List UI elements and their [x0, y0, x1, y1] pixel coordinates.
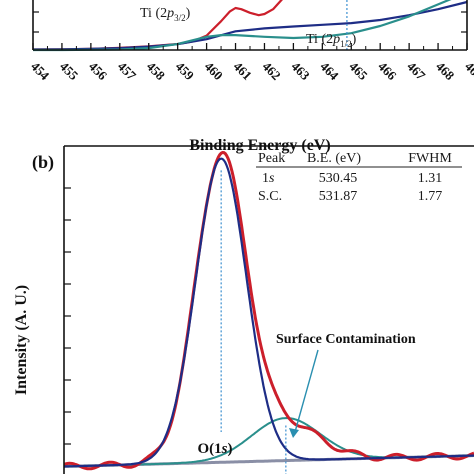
table-row-1-peak: 1s	[262, 171, 275, 186]
table-row-2-be: 531.87	[319, 189, 358, 204]
table-header-peak: Peak	[258, 151, 285, 166]
panel-a-x-tick-label: 456	[86, 59, 111, 84]
panel-a-x-tick-label: 459	[173, 59, 198, 84]
panel-a-x-tick-label: 463	[288, 59, 313, 84]
panel-b-axes	[63, 145, 474, 474]
panel-a-x-tick-label: 455	[57, 59, 82, 84]
panel-b-component-1s	[63, 157, 474, 468]
panel-a-x-tick-label: 461	[231, 59, 255, 83]
panel-b-label: (b)	[32, 152, 54, 173]
peak-table: Peak B.E. (eV) FWHM 1s 530.45 1.31 S.C. …	[256, 151, 462, 204]
panel-a-x-tick-label: 464	[317, 59, 342, 84]
panel-a: 454 455 456 457 458 459 460 461 462 463 464 465 466 4…	[28, 0, 474, 154]
table-row-2-peak: S.C.	[258, 189, 282, 204]
panel-a-series-2	[33, 0, 452, 52]
panel-a-x-tick-label: 469	[462, 59, 474, 84]
panel-a-x-tick-label: 458	[144, 59, 169, 84]
table-header-fwhm: FWHM	[408, 151, 452, 166]
panel-a-x-tick-label: 467	[404, 59, 429, 84]
panel-a-series-1	[32, 0, 468, 51]
panel-a-x-tick-label: 454	[28, 59, 53, 84]
panel-b: (b) Intensity (A. U.) Peak B.E. (eV) FWH…	[13, 145, 474, 474]
panel-b-y-axis-label: Intensity (A. U.)	[13, 285, 30, 395]
panel-a-x-tick-label: 465	[346, 59, 371, 84]
panel-a-x-tick-label: 457	[115, 59, 140, 84]
panel-a-x-tick-label: 460	[202, 59, 226, 83]
annotation-ti-2p12: Ti (2p1/2)	[306, 32, 357, 49]
panel-a-x-tick-label: 466	[375, 59, 400, 84]
annotation-ti-2p32: Ti (2p3/2)	[140, 6, 191, 23]
annotation-arrow-line	[294, 349, 319, 433]
table-header-be: B.E. (eV)	[307, 151, 361, 166]
table-row-1-be: 530.45	[319, 171, 358, 186]
annotation-surface-contamination: Surface Contamination	[276, 332, 416, 347]
annotation-o1s: O(1s)	[197, 441, 232, 457]
panel-a-curves	[32, 0, 468, 52]
table-row-2-fwhm: 1.77	[418, 189, 443, 204]
table-row-1-fwhm: 1.31	[418, 171, 443, 186]
panel-a-x-tick-label: 462	[259, 59, 283, 83]
annotation-arrow-head	[289, 428, 299, 438]
panel-b-curves	[63, 150, 474, 471]
panel-a-x-tick-label: 468	[433, 59, 458, 84]
